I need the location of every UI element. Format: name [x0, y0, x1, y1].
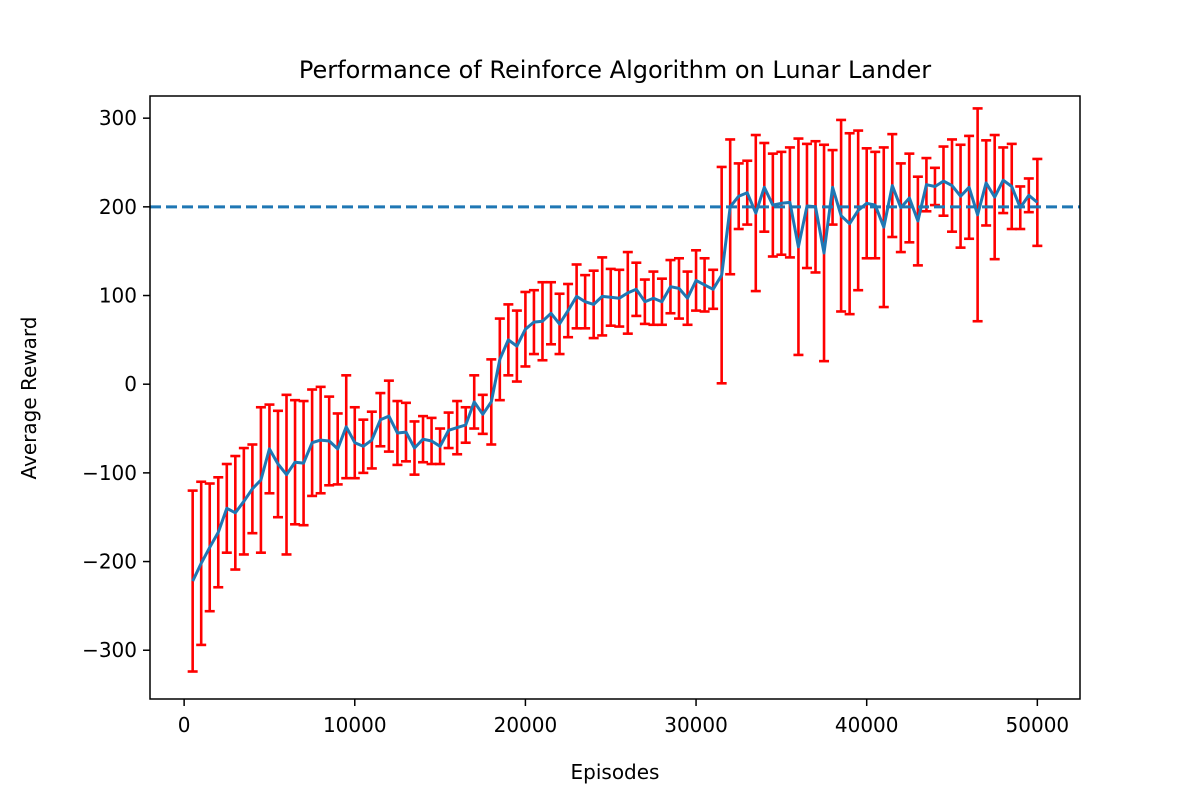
y-tick-label: 300 [99, 106, 137, 130]
y-tick-label: −100 [82, 461, 137, 485]
y-tick-label: 100 [99, 284, 137, 308]
x-axis-label: Episodes [571, 760, 660, 784]
x-tick-label: 0 [178, 713, 191, 737]
y-tick-label: −200 [82, 550, 137, 574]
y-axis-label: Average Reward [17, 317, 41, 480]
x-tick-label: 40000 [835, 713, 899, 737]
y-tick-label: −300 [82, 638, 137, 662]
x-tick-label: 10000 [323, 713, 387, 737]
x-axis: 0 10000 20000 30000 40000 50000 [178, 699, 1069, 737]
y-tick-label: 200 [99, 195, 137, 219]
plot-frame [149, 95, 1081, 700]
errorbar [1032, 157, 1043, 248]
x-tick-label: 50000 [1006, 713, 1070, 737]
series-line [191, 178, 1039, 582]
chart-title: Performance of Reinforce Algorithm on Lu… [299, 56, 931, 84]
x-tick-label: 20000 [494, 713, 558, 737]
y-tick-label: 0 [124, 372, 137, 396]
x-tick-label: 30000 [664, 713, 728, 737]
series-line-group [191, 178, 1039, 582]
y-axis: −300 −200 −100 0 100 200 300 [82, 106, 150, 662]
